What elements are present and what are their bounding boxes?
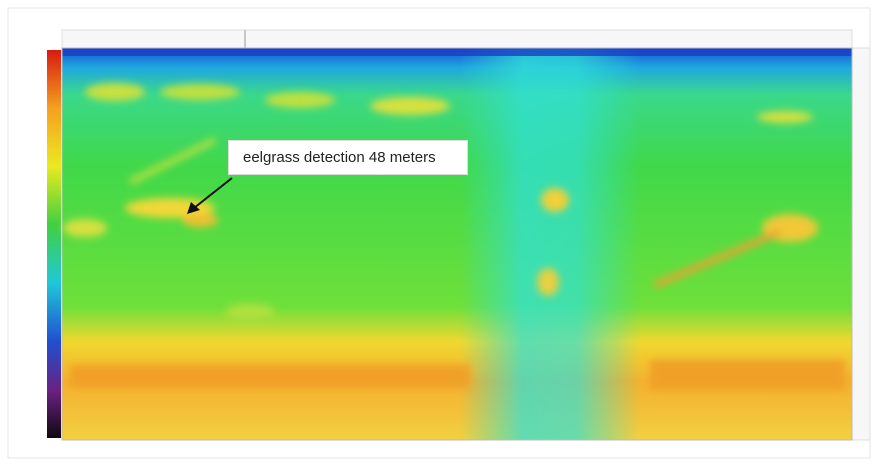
screenshot: eelgrass detection 48 meters xyxy=(0,0,878,464)
water-column xyxy=(460,48,640,440)
right-scale xyxy=(852,48,870,440)
annotation: eelgrass detection 48 meters xyxy=(228,140,468,175)
surface-band xyxy=(62,48,852,56)
top-scale xyxy=(62,30,852,48)
color-bar xyxy=(47,50,61,438)
sonar-view xyxy=(0,0,878,464)
